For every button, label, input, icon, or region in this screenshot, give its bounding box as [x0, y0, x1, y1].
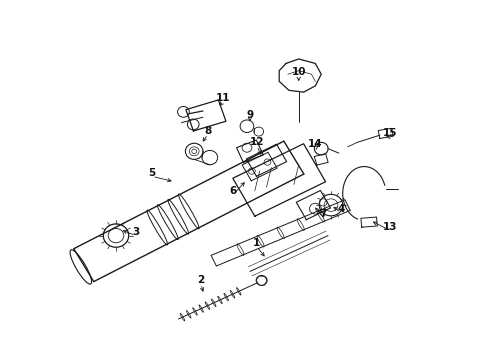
- Text: 3: 3: [132, 227, 139, 237]
- Text: 14: 14: [308, 139, 323, 149]
- Text: 5: 5: [148, 168, 156, 178]
- Text: 7: 7: [319, 209, 327, 219]
- Text: 4: 4: [337, 204, 344, 214]
- Text: 1: 1: [253, 238, 260, 248]
- Text: 9: 9: [246, 111, 253, 121]
- Text: 15: 15: [382, 129, 397, 138]
- Text: 8: 8: [204, 126, 212, 136]
- Text: 10: 10: [292, 67, 306, 77]
- Text: 12: 12: [249, 138, 264, 147]
- Text: 2: 2: [197, 275, 205, 285]
- Text: 11: 11: [216, 93, 231, 103]
- Text: 13: 13: [382, 222, 397, 231]
- Text: 6: 6: [230, 186, 237, 196]
